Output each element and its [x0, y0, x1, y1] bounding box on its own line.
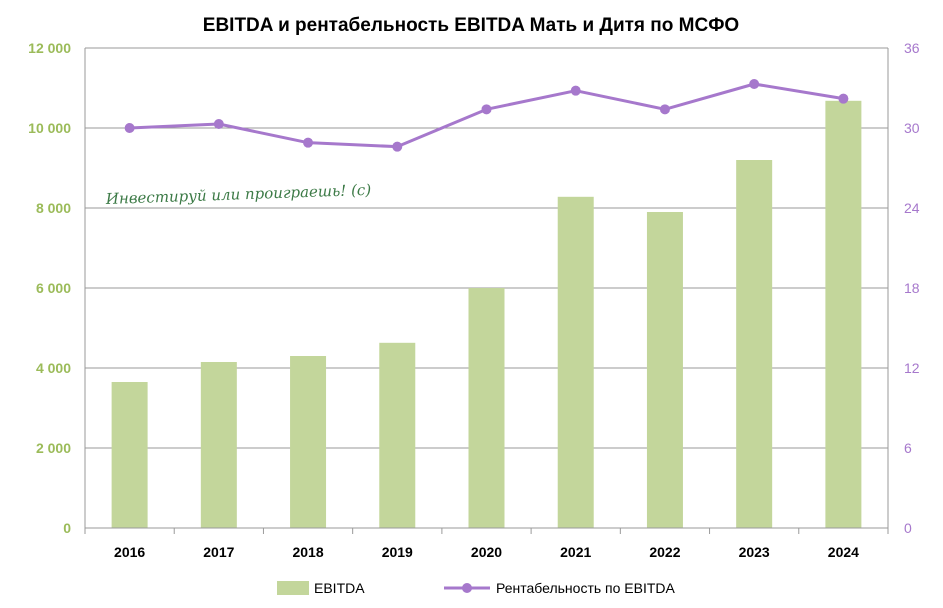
x-tick-label-2022: 2022 — [649, 544, 680, 560]
margin-line — [129, 82, 844, 149]
y-right-tick-label: 0 — [904, 520, 912, 536]
bar-2017 — [200, 362, 237, 528]
bar-2020 — [468, 288, 505, 528]
x-tick-label-2020: 2020 — [471, 544, 502, 560]
y-left-tick-label: 2 000 — [36, 440, 71, 456]
y-right-tick-label: 12 — [904, 360, 920, 376]
margin-point-2020 — [481, 104, 492, 115]
y-right-tick-label: 36 — [904, 40, 920, 56]
x-tick-label-2018: 2018 — [292, 544, 323, 560]
y-left-tick-label: 4 000 — [36, 360, 71, 376]
y-right-tick-label: 18 — [904, 280, 920, 296]
bar-2024 — [825, 100, 862, 529]
y-left-tick-label: 0 — [63, 520, 71, 536]
bar-2018 — [290, 356, 327, 528]
x-tick-label-2024: 2024 — [828, 544, 859, 560]
legend: EBITDA Рентабельность по EBITDA — [277, 580, 676, 596]
bar-2016 — [111, 382, 148, 528]
margin-point-2017 — [213, 119, 224, 129]
legend-label-ebitda: EBITDA — [314, 580, 365, 596]
y-left-tick-label: 6 000 — [36, 280, 71, 296]
x-tick-label-2017: 2017 — [203, 544, 234, 560]
legend-label-margin: Рентабельность по EBITDA — [496, 580, 676, 596]
x-tick-label-2016: 2016 — [114, 544, 145, 560]
axes: 0 2 000 4 000 6 000 8 000 10 000 12 000 0 6 12 18 2… — [28, 40, 920, 560]
watermark-annotation: Инвестируй или проиграешь! (с) — [105, 181, 372, 208]
legend-swatch-ebitda — [277, 581, 309, 595]
y-left-tick-label: 12 000 — [28, 40, 71, 56]
y-left-tick-label: 10 000 — [28, 120, 71, 136]
legend-swatch-margin-marker — [462, 583, 472, 593]
margin-point-2019 — [392, 141, 403, 152]
margin-line-series — [124, 79, 849, 152]
margin-point-2018 — [303, 137, 314, 148]
chart-title: EBITDA и рентабельность EBITDA Мать и Ди… — [203, 15, 739, 36]
bar-2022 — [646, 212, 683, 528]
ebitda-bars — [111, 100, 862, 529]
bar-2021 — [557, 196, 594, 529]
x-tick-label-2019: 2019 — [382, 544, 413, 560]
bar-2019 — [379, 342, 416, 528]
y-right-tick-label: 30 — [904, 120, 920, 136]
margin-point-2021 — [570, 85, 581, 96]
x-tick-label-2021: 2021 — [560, 544, 591, 560]
margin-point-2024 — [838, 93, 849, 104]
y-left-tick-label: 8 000 — [36, 200, 71, 216]
y-right-tick-label: 6 — [904, 440, 912, 456]
margin-point-2016 — [124, 123, 135, 133]
x-tick-label-2023: 2023 — [739, 544, 770, 560]
bar-2023 — [736, 160, 773, 528]
margin-point-2022 — [659, 104, 670, 115]
margin-point-2023 — [749, 79, 760, 89]
y-right-tick-label: 24 — [904, 200, 920, 216]
